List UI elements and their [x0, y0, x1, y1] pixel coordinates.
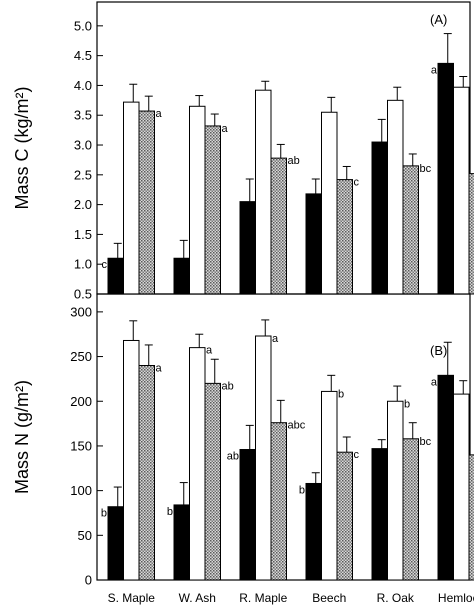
panel-a-y-tick-label: 4.0: [74, 78, 92, 93]
panel-a-significance-letter: bc: [420, 163, 432, 175]
panel-b-significance-letter: abc: [288, 420, 306, 432]
panel-b-bar-solid: [173, 504, 190, 581]
panel-a-bar-stippled: [402, 165, 419, 295]
panel-b-y-tick-label: 200: [70, 394, 92, 409]
panel-a-bar-stippled: [138, 110, 155, 295]
panel-b-label: (B): [430, 343, 447, 358]
panel-a-bar-open: [387, 99, 404, 295]
category-label: Beech: [312, 591, 346, 605]
panel-b-significance-letter: b: [338, 388, 344, 400]
panel-b-significance-letter: ab: [227, 451, 239, 463]
panel-b-bar-stippled: [468, 454, 474, 581]
panel-a-significance-letter: a: [222, 123, 229, 135]
panel-b-bar-stippled: [336, 451, 353, 581]
panel-a-bar-stippled: [468, 173, 474, 295]
panel-b-y-tick-label: 250: [70, 349, 92, 364]
panel-a-y-tick-label: 2.5: [74, 167, 92, 182]
panel-b-significance-letter: a: [272, 333, 279, 345]
category-label: R. Maple: [239, 591, 287, 605]
category-label: S. Maple: [108, 591, 156, 605]
panel-a-significance-letter: c: [102, 259, 108, 271]
panel-b-bar-stippled: [402, 438, 419, 581]
panel-a-significance-letter: c: [354, 177, 360, 189]
panel-b-bar-solid: [371, 448, 388, 581]
panel-a-bar-open: [255, 89, 272, 295]
panel-b-significance-letter: b: [167, 506, 173, 518]
panel-a-bar-solid: [239, 201, 256, 295]
panel-b-y-tick-label: 100: [70, 483, 92, 498]
category-label: W. Ash: [179, 591, 216, 605]
panel-b-y-axis-title: Mass N (g/m²): [12, 380, 32, 494]
category-label: R. Oak: [377, 591, 415, 605]
panel-b-y-tick-label: 300: [70, 304, 92, 319]
panel-b-bar-open: [387, 400, 404, 581]
panel-b-bar-open: [255, 335, 272, 581]
panel-a-y-tick-label: 3.0: [74, 138, 92, 153]
panel-b-bar-open: [189, 347, 206, 581]
panel-a-significance-letter: ab: [288, 155, 300, 167]
panel-b-y-tick-label: 50: [78, 528, 92, 543]
category-labels: S. Maple W. Ash R. Maple Beech R. Oak Hemlock: [108, 591, 474, 605]
panel-a-bar-solid: [107, 257, 124, 295]
panel-b-significance-letter: bc: [420, 436, 432, 448]
panel-b-bar-stippled: [204, 382, 221, 581]
panel-a-mass-c: (A) Mass C (kg/m²) 0.5 1.0 1.5 2.0 2.5 3.0 3.5…: [12, 1, 474, 302]
panel-a-y-tick-label: 1.0: [74, 257, 92, 272]
panel-a-bar-open: [321, 111, 338, 295]
panel-b-significance-letter: c: [354, 449, 360, 461]
panel-b-significance-letter: b: [404, 398, 410, 410]
panel-a-bar-stippled: [270, 157, 287, 295]
panel-a-bar-solid: [371, 141, 388, 295]
panel-b-bar-open: [453, 393, 470, 581]
panel-a-bar-open: [453, 86, 470, 295]
panel-a-label: (A): [430, 12, 447, 27]
panel-a-y-tick-label: 0.5: [74, 287, 92, 302]
panel-b-bar-solid: [437, 374, 454, 581]
panel-a-bar-solid: [173, 257, 190, 295]
panel-b-significance-letter: a: [206, 345, 213, 357]
panel-b-y-ticks: 0 50 100 150 200 250 300: [70, 304, 103, 588]
panel-b-y-tick-label: 0: [85, 573, 92, 588]
panel-a-bar-stippled: [336, 179, 353, 295]
panel-b-bar-solid: [107, 506, 124, 581]
panel-b-significance-letter: a: [156, 363, 163, 375]
panel-a-bar-stippled: [204, 125, 221, 295]
panel-a-y-ticks: 0.5 1.0 1.5 2.0 2.5 3.0 3.5 4.0 4.5 5.0: [74, 18, 103, 302]
panel-b-bars: babaababaabcbbcbbcac: [101, 319, 474, 581]
panel-a-y-tick-label: 1.5: [74, 227, 92, 242]
panel-a-bar-solid: [437, 62, 454, 295]
panel-a-y-axis-title: Mass C (kg/m²): [12, 87, 32, 210]
panel-b-bar-solid: [305, 482, 322, 581]
panel-b-bar-open: [321, 390, 338, 581]
panel-b-bar-stippled: [270, 422, 287, 581]
panel-b-significance-letter: a: [431, 376, 438, 388]
panel-a-bar-solid: [305, 193, 322, 295]
panel-b-significance-letter: b: [299, 484, 305, 496]
panel-a-y-tick-label: 3.5: [74, 108, 92, 123]
panel-a-bar-open: [189, 105, 206, 295]
panel-a-bars: caaabcbcabc: [102, 33, 474, 295]
panel-b-significance-letter: ab: [222, 380, 234, 392]
panel-a-significance-letter: a: [156, 108, 163, 120]
panel-a-significance-letter: a: [431, 64, 438, 76]
category-label: Hemlock: [438, 591, 474, 605]
panel-a-y-tick-label: 2.0: [74, 197, 92, 212]
panel-b-bar-solid: [239, 449, 256, 581]
panel-a-bar-open: [123, 101, 140, 295]
panel-a-y-tick-label: 4.5: [74, 48, 92, 63]
panel-b-y-tick-label: 150: [70, 438, 92, 453]
panel-b-significance-letter: b: [101, 508, 107, 520]
panel-b-bar-stippled: [138, 365, 155, 581]
panel-b-bar-open: [123, 339, 140, 581]
panel-a-y-tick-label: 5.0: [74, 18, 92, 33]
